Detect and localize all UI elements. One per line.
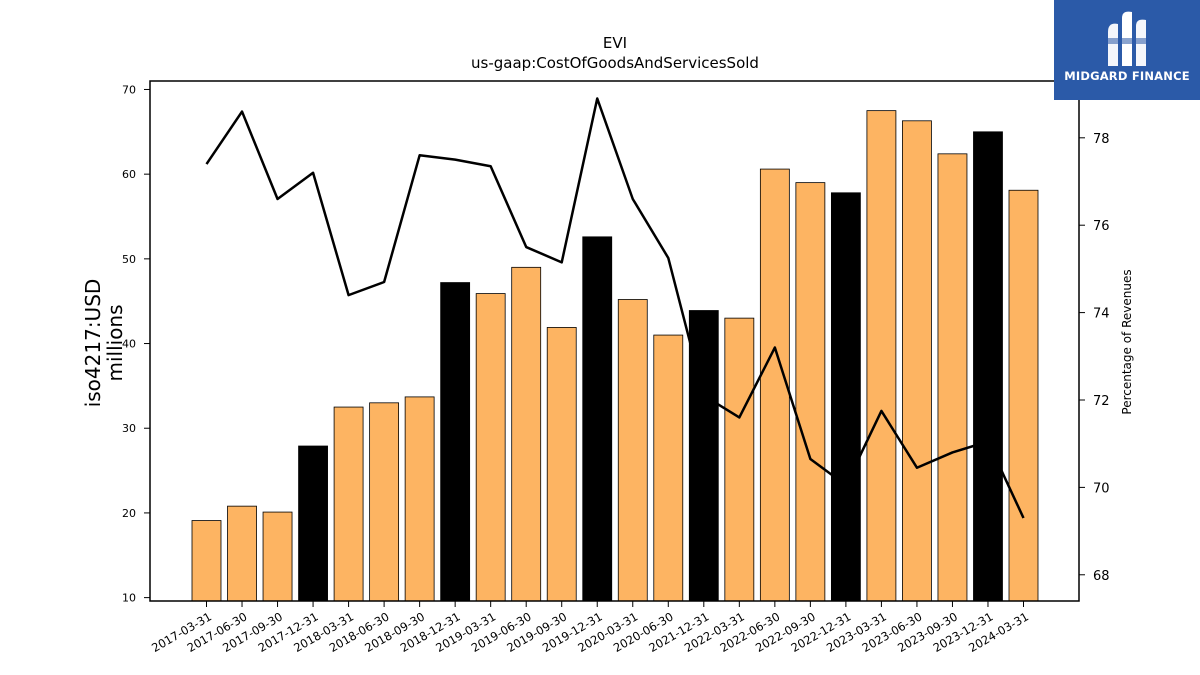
left-axis-ticks: 10 20 30 40 50 60 70 bbox=[122, 83, 150, 605]
bar-group bbox=[191, 110, 1039, 602]
y2-tick-label: 70 bbox=[1093, 481, 1110, 496]
y2-axis-label: Percentage of Revenues bbox=[1120, 269, 1134, 414]
bar-2022-06-30 bbox=[759, 168, 790, 602]
bar-2018-03-31 bbox=[333, 406, 364, 602]
bar-2023-09-30 bbox=[937, 153, 968, 602]
y2-tick-label: 78 bbox=[1093, 132, 1110, 147]
bar-2018-12-31 bbox=[440, 282, 471, 602]
bar-2019-12-31 bbox=[582, 236, 613, 602]
y-tick-label: 10 bbox=[122, 592, 136, 605]
y-tick-label: 60 bbox=[122, 168, 136, 181]
midgard-logo-icon bbox=[1104, 11, 1150, 67]
y-tick-label: 40 bbox=[122, 338, 136, 351]
bar-2020-06-30 bbox=[653, 334, 684, 602]
bar-2017-12-31 bbox=[298, 445, 328, 602]
y-tick-label: 70 bbox=[122, 83, 136, 96]
y-tick-label: 30 bbox=[122, 422, 136, 435]
bar-2019-06-30 bbox=[511, 266, 542, 602]
bar-2017-09-30 bbox=[262, 511, 293, 602]
bar-2020-03-31 bbox=[617, 299, 648, 602]
bar-2018-09-30 bbox=[404, 396, 435, 602]
y-axis-label: iso4217:USDmillions bbox=[81, 279, 127, 408]
midgard-finance-logo: MIDGARD FINANCE bbox=[1054, 0, 1200, 100]
bar-2017-03-31 bbox=[191, 520, 222, 602]
plot-frame bbox=[149, 80, 1080, 602]
bar-2019-03-31 bbox=[475, 293, 506, 602]
chart-title: EVI bbox=[603, 34, 627, 52]
bar-2023-06-30 bbox=[902, 120, 932, 602]
y2-tick-label: 68 bbox=[1093, 569, 1110, 584]
y2-tick-label: 74 bbox=[1093, 307, 1110, 322]
y-tick-label: 20 bbox=[122, 507, 136, 520]
logo-text: MIDGARD FINANCE bbox=[1064, 69, 1190, 83]
y2-tick-label: 76 bbox=[1093, 219, 1110, 234]
x-axis-ticks: 2017-03-312017-06-302017-09-302017-12-31… bbox=[149, 601, 1031, 655]
bar-2017-06-30 bbox=[227, 505, 257, 602]
y-tick-label: 50 bbox=[122, 253, 136, 266]
bar-2023-12-31 bbox=[973, 131, 1003, 602]
bar-2018-06-30 bbox=[369, 402, 400, 602]
y2-tick-label: 72 bbox=[1093, 394, 1110, 409]
bar-2023-03-31 bbox=[866, 110, 897, 602]
right-axis-ticks: 68 70 72 74 76 78 bbox=[1079, 132, 1110, 584]
bar-2022-03-31 bbox=[724, 317, 755, 602]
chart-subtitle: us-gaap:CostOfGoodsAndServicesSold bbox=[471, 54, 759, 72]
percentage-line bbox=[205, 97, 1025, 519]
bar-2019-09-30 bbox=[546, 327, 577, 602]
y-axis-label-line: millions bbox=[103, 304, 127, 381]
y-axis-label-line: iso4217:USD bbox=[81, 279, 105, 408]
bar-2024-03-31 bbox=[1008, 189, 1039, 602]
bar-2022-12-31 bbox=[830, 192, 861, 602]
bar-2022-09-30 bbox=[795, 182, 826, 602]
